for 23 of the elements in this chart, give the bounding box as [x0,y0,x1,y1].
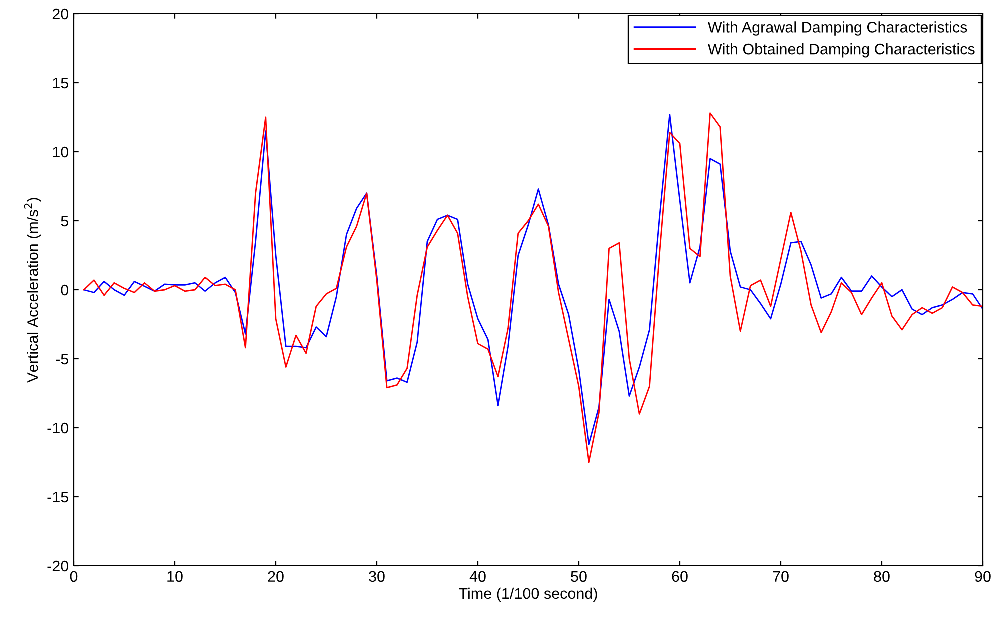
x-tick-label: 20 [268,571,284,582]
y-tick-label: -20 [48,560,69,572]
x-tick-label: 40 [470,571,486,582]
y-tick-label: 0 [61,284,69,296]
x-tick-label: 70 [773,571,789,582]
legend-label: With Agrawal Damping Characteristics [708,22,968,36]
x-tick-label: 80 [874,571,890,582]
y-tick-label: -10 [48,422,69,434]
x-tick-label: 30 [369,571,385,582]
y-axis-title: Vertical Acceleration (m/s$^{2}$) [24,198,42,383]
legend-label: With Obtained Damping Characteristics [708,44,975,58]
y-tick-label: 20 [52,8,69,20]
x-axis-title: Time (1/100 second) [459,588,598,602]
x-tick-label: 0 [70,571,78,582]
x-tick-label: 10 [168,571,183,582]
y-tick-label: 10 [53,146,69,158]
y-tick-label: 15 [53,78,68,89]
y-tick-label: -15 [48,492,68,503]
x-tick-label: 90 [975,571,991,582]
y-tick-label: -5 [56,354,68,365]
y-tick-label: 5 [61,216,68,227]
x-tick-label: 60 [672,571,688,582]
x-tick-label: 50 [571,571,587,582]
